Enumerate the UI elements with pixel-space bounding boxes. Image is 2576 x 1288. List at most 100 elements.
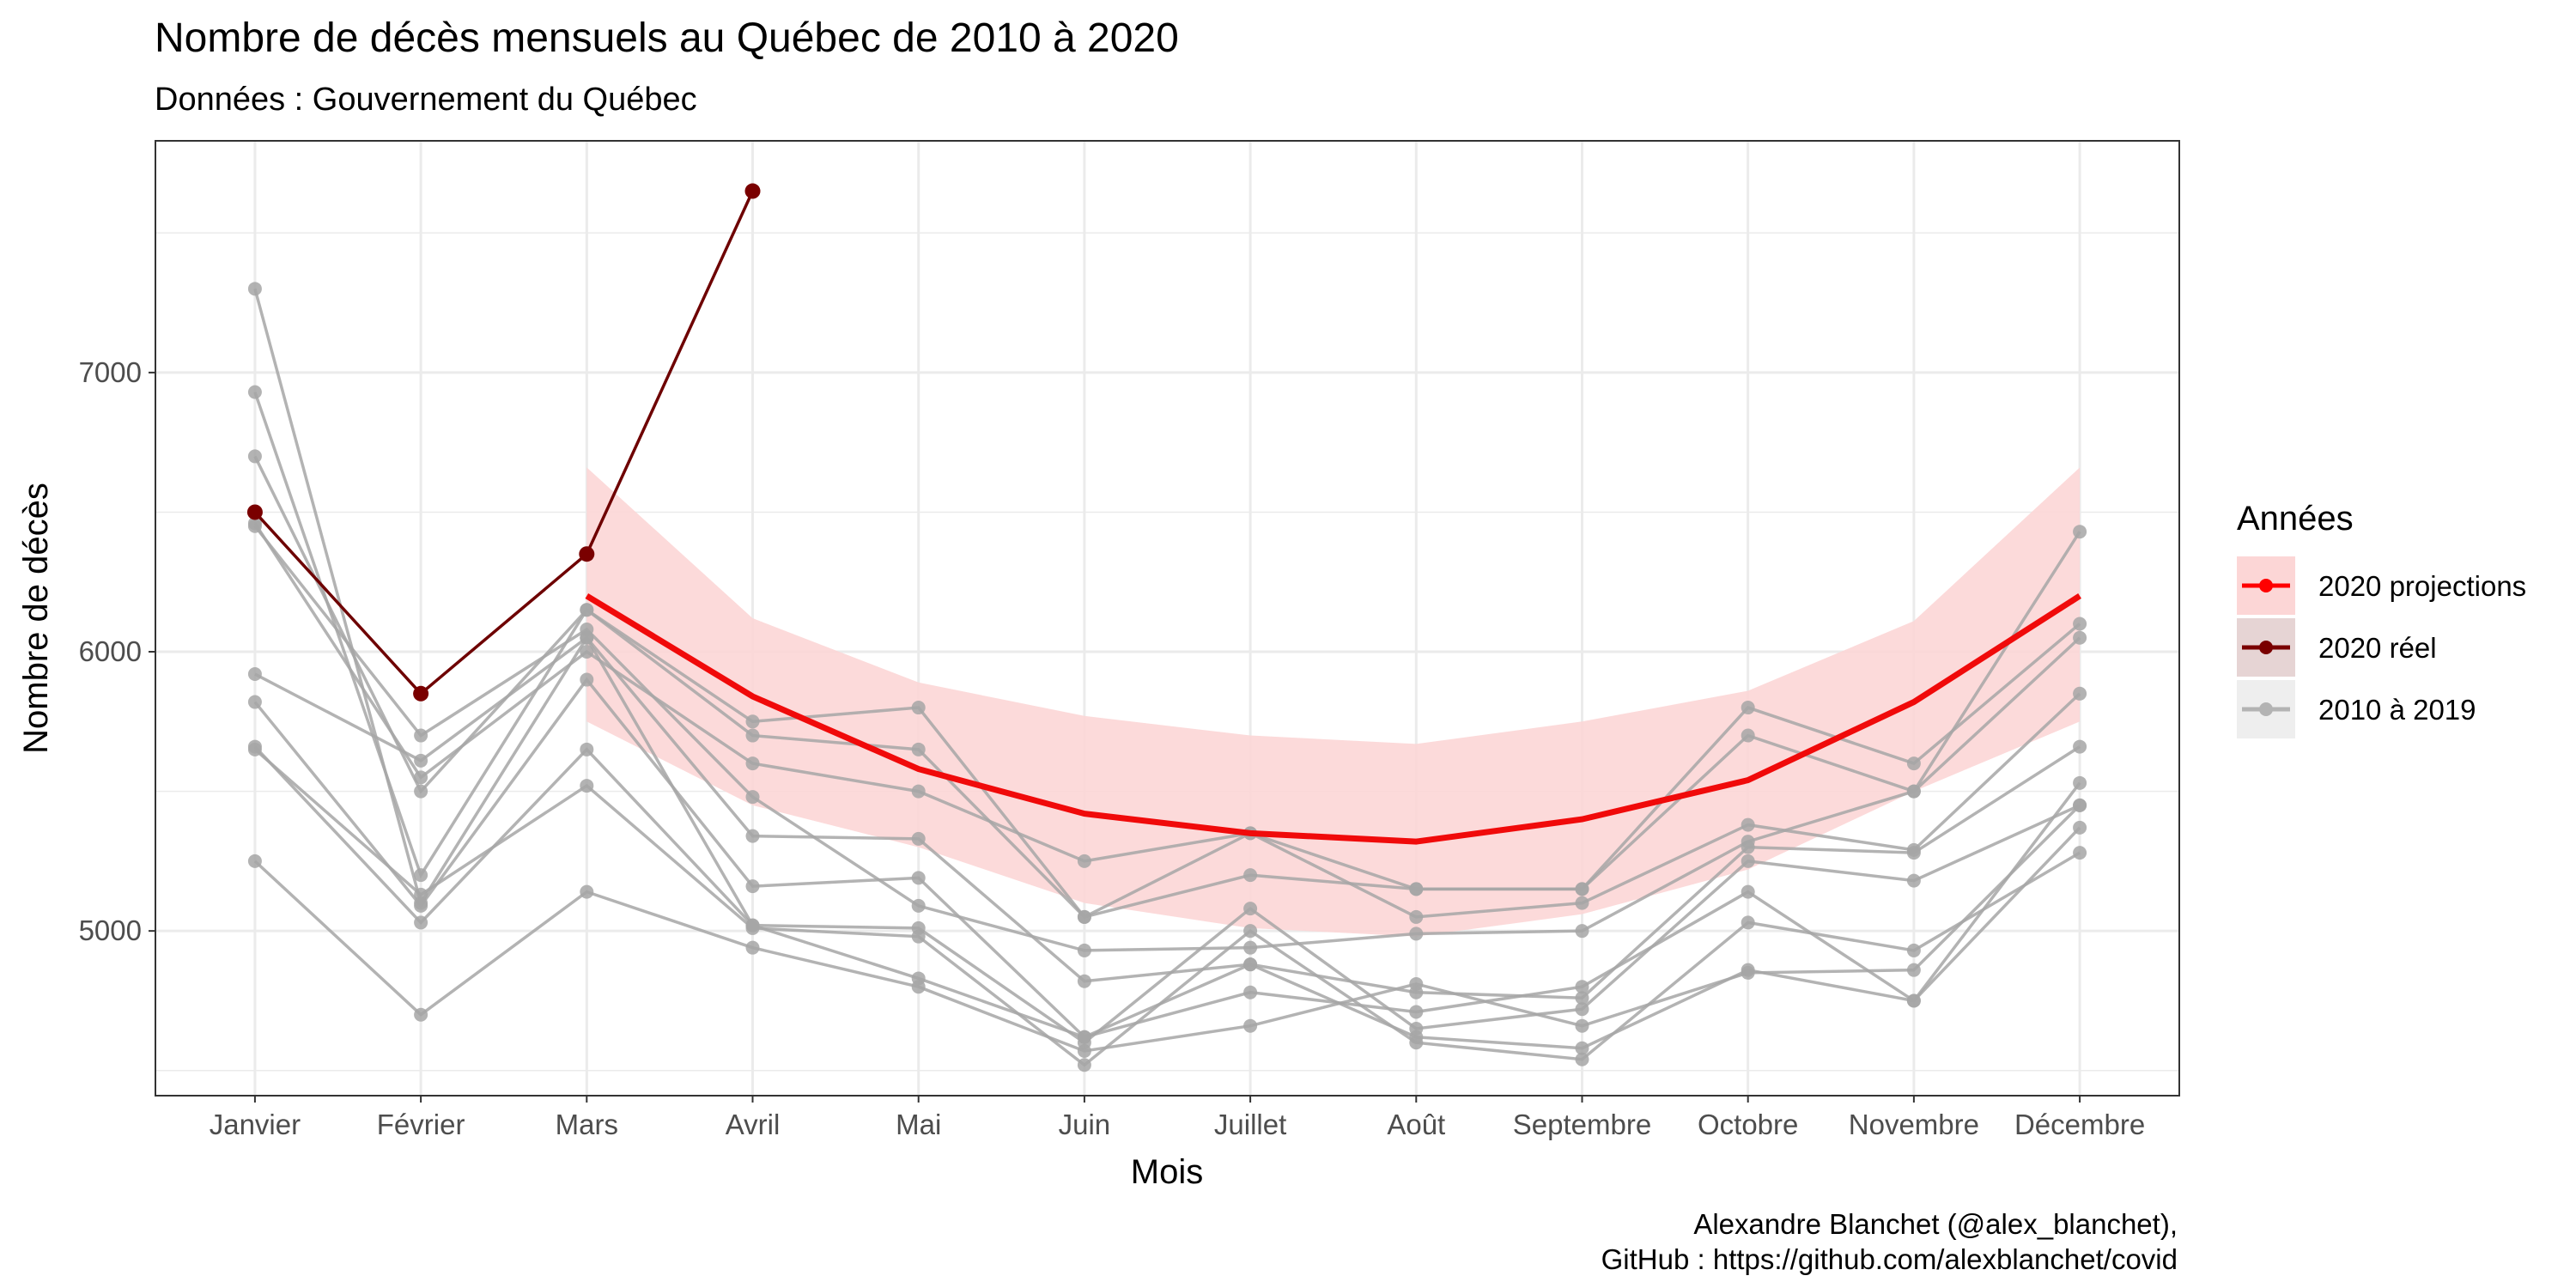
actual-point	[413, 685, 429, 702]
historical-point	[745, 756, 760, 771]
historical-point	[1243, 868, 1258, 883]
historical-point	[247, 519, 262, 533]
legend-label-projection: 2020 projections	[2318, 570, 2526, 602]
historical-point	[247, 742, 262, 756]
historical-point	[2073, 617, 2087, 631]
historical-point	[1906, 963, 1921, 977]
historical-point	[1575, 991, 1589, 1005]
historical-point	[745, 920, 760, 935]
plot-panel	[155, 141, 2179, 1096]
y-axis-ticks: 5000 6000 7000	[79, 356, 155, 946]
historical-point	[1906, 943, 1921, 957]
historical-year	[247, 449, 2087, 924]
historical-point	[1575, 896, 1589, 910]
historical-point	[1077, 974, 1091, 988]
historical-point	[745, 829, 760, 843]
historical-point	[2073, 775, 2087, 790]
historical-point	[1409, 1005, 1424, 1019]
historical-point	[1243, 1018, 1258, 1033]
historical-point	[1906, 993, 1921, 1008]
historical-line	[253, 455, 2081, 920]
x-tick-label: Mars	[556, 1109, 618, 1140]
caption-line-1: Alexandre Blanchet (@alex_blanchet),	[1693, 1208, 2178, 1240]
historical-line	[253, 392, 2081, 919]
legend-label-actual: 2020 réel	[2318, 632, 2437, 664]
historical-point	[1906, 784, 1921, 799]
x-tick-label: Février	[377, 1109, 465, 1140]
actual-line	[253, 190, 755, 696]
historical-point	[911, 929, 926, 944]
historical-year	[247, 798, 2087, 1058]
historical-point	[1575, 1018, 1589, 1033]
actual-point	[744, 183, 761, 199]
historical-year	[247, 672, 2087, 1044]
y-tick-label: 5000	[79, 914, 142, 946]
historical-point	[911, 701, 926, 715]
historical-point	[1741, 915, 1755, 930]
historical-point	[414, 915, 428, 930]
historical-point	[1409, 1021, 1424, 1036]
historical-point	[1575, 1041, 1589, 1055]
historical-point	[414, 898, 428, 913]
historical-point	[580, 884, 594, 899]
y-tick-label: 7000	[79, 356, 142, 388]
x-tick-label: Novembre	[1849, 1109, 1979, 1140]
historical-point	[1243, 957, 1258, 972]
historical-year	[247, 516, 2087, 924]
historical-point	[1575, 882, 1589, 896]
legend-label-historical: 2010 à 2019	[2318, 694, 2476, 726]
x-tick-label: Mai	[896, 1109, 941, 1140]
projection-band	[586, 467, 2081, 937]
historical-point	[414, 753, 428, 768]
x-tick-label: Juillet	[1214, 1109, 1286, 1140]
historical-point	[414, 770, 428, 785]
historical-line	[253, 804, 2081, 1053]
historical-line	[253, 288, 2081, 1050]
x-axis-ticks: Janvier Février Mars Avril Mai Juin Juillet Aoû…	[210, 1096, 2145, 1140]
historical-point	[1077, 854, 1091, 868]
historical-point	[911, 742, 926, 756]
historical-line	[253, 525, 2081, 952]
historical-point	[1243, 940, 1258, 955]
historical-point	[2073, 630, 2087, 645]
x-tick-label: Juin	[1059, 1109, 1111, 1140]
historical-point	[2073, 798, 2087, 812]
historical-line	[253, 677, 2081, 1039]
historical-point	[1077, 1058, 1091, 1072]
historical-point	[1741, 840, 1755, 854]
actual-2020-series	[246, 183, 761, 702]
historical-point	[911, 871, 926, 885]
historical-point	[1409, 1036, 1424, 1050]
historical-point	[1077, 943, 1091, 957]
projection-series	[585, 592, 2081, 845]
legend-title: Années	[2237, 500, 2354, 538]
x-tick-label: Janvier	[210, 1109, 301, 1140]
historical-point	[1741, 817, 1755, 832]
historical-point	[1409, 882, 1424, 896]
historical-point	[414, 868, 428, 883]
historical-point	[1077, 909, 1091, 924]
legend-item-projection: 2020 projections	[2237, 556, 2526, 615]
historical-point	[745, 714, 760, 729]
historical-point	[911, 898, 926, 913]
historical-point	[247, 854, 262, 868]
historical-point	[247, 449, 262, 464]
historical-line	[253, 745, 2081, 1045]
historical-point	[2073, 525, 2087, 539]
historical-point	[580, 779, 594, 793]
historical-point	[247, 695, 262, 709]
historical-point	[1575, 980, 1589, 994]
historical-point	[414, 1007, 428, 1022]
chart-title: Nombre de décès mensuels au Québec de 20…	[155, 15, 1179, 61]
historical-point	[1575, 1052, 1589, 1066]
historical-line	[253, 748, 2081, 1067]
historical-point	[1906, 756, 1921, 771]
historical-point	[1243, 924, 1258, 939]
historical-point	[1741, 884, 1755, 899]
caption-line-2: GitHub : https://github.com/alexblanchet…	[1601, 1243, 2178, 1275]
legend-item-actual: 2020 réel	[2237, 618, 2437, 677]
historical-point	[2073, 686, 2087, 701]
legend: Années 2020 projections 2020 réel 2010 à…	[2237, 500, 2526, 738]
historical-point	[1741, 965, 1755, 980]
